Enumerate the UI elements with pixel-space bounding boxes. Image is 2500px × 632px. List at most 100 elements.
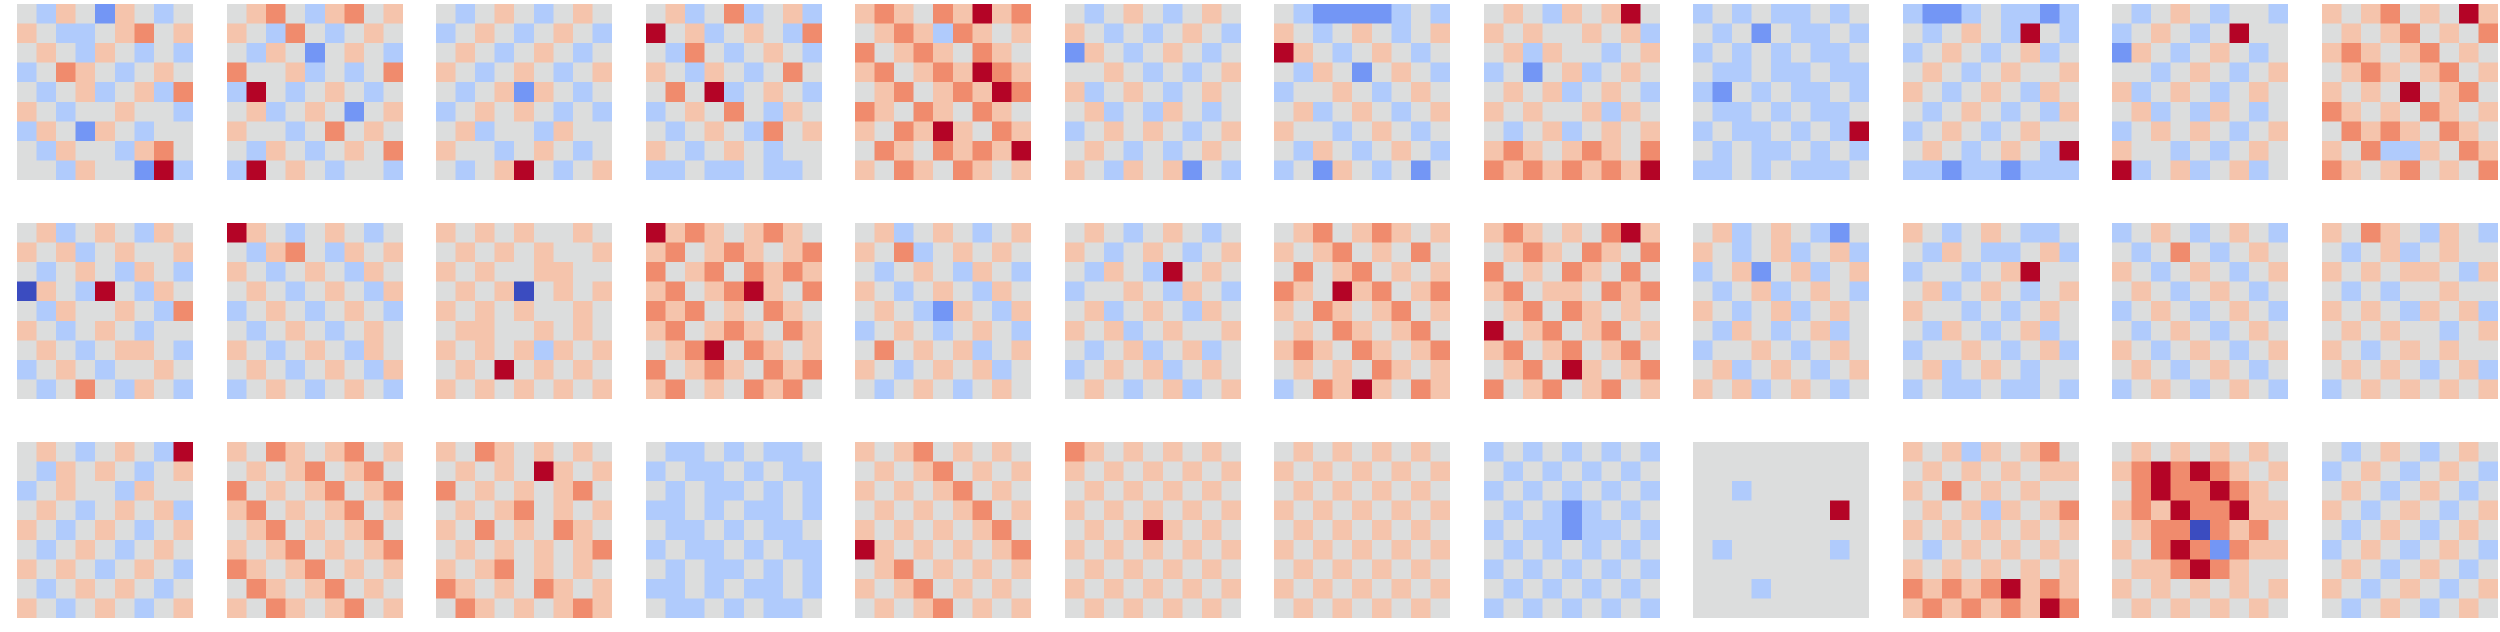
heatmap-cell (1220, 379, 1241, 399)
heatmap-cell (2112, 539, 2133, 560)
heatmap-cell (1483, 442, 1504, 463)
heatmap-cell (1162, 359, 1183, 381)
heatmap-cell (894, 340, 915, 361)
heatmap-cell (2438, 520, 2459, 541)
heatmap-cell (1483, 340, 1504, 361)
heatmap-cell (226, 320, 247, 341)
heatmap-cell (436, 461, 457, 482)
heatmap-cell (2341, 520, 2362, 541)
heatmap-cell (1790, 140, 1811, 162)
heatmap-cell (114, 340, 135, 361)
heatmap-svg (1902, 442, 2079, 618)
heatmap-cell (1352, 82, 1373, 103)
heatmap-cell (1410, 281, 1432, 302)
heatmap-cell (2190, 481, 2211, 502)
heatmap-cell (1790, 301, 1811, 322)
heatmap-cell (265, 101, 286, 122)
heatmap-cell (1712, 481, 1733, 502)
heatmap-cell (1293, 481, 1314, 502)
heatmap-cell (56, 223, 77, 244)
heatmap-cell (285, 520, 306, 541)
heatmap-cell (1313, 160, 1334, 180)
heatmap-cell (2019, 481, 2040, 502)
heatmap-cell (36, 481, 57, 502)
heatmap-cell (475, 461, 496, 482)
heatmap-cell (265, 262, 286, 283)
heatmap-cell (1561, 461, 1582, 482)
heatmap-cell (304, 481, 325, 502)
heatmap-svg (645, 4, 822, 180)
heatmap-cell (572, 242, 594, 263)
heatmap-cell (2190, 301, 2211, 322)
heatmap-cell (2268, 520, 2288, 541)
heatmap-cell (173, 340, 193, 361)
heatmap-cell (153, 500, 175, 521)
heatmap-cell (95, 520, 116, 541)
heatmap-cell (991, 121, 1013, 142)
heatmap-cell (382, 281, 403, 302)
heatmap-cell (1352, 539, 1373, 560)
heatmap-cell (2170, 578, 2191, 600)
heatmap-cell (933, 481, 954, 502)
heatmap-cell (1522, 320, 1543, 341)
heatmap-cell (645, 281, 666, 302)
heatmap-cell (1503, 379, 1524, 399)
heatmap-cell (2438, 4, 2459, 25)
heatmap-cell (933, 520, 954, 541)
heatmap-cell (723, 281, 744, 302)
heatmap-cell (304, 281, 325, 302)
heatmap-cell (1941, 559, 1962, 580)
heatmap-cell (933, 160, 954, 180)
heatmap-cell (1693, 82, 1714, 103)
heatmap-cell (114, 242, 135, 263)
heatmap-cell (56, 442, 77, 463)
heatmap-cell (1771, 223, 1792, 244)
heatmap-cell (1849, 262, 1869, 283)
heatmap-cell (684, 140, 705, 162)
heatmap-cell (324, 23, 345, 44)
heatmap-cell (1522, 23, 1543, 44)
heatmap-cell (533, 500, 554, 521)
heatmap-cell (17, 340, 38, 361)
heatmap-svg (1693, 4, 1869, 180)
heatmap-cell (1810, 598, 1831, 618)
heatmap-cell (2019, 539, 2040, 560)
heatmap-panel-r2-c2 (226, 223, 403, 399)
heatmap-cell (1201, 281, 1222, 302)
heatmap-cell (1410, 262, 1432, 283)
heatmap-cell (1922, 442, 1943, 463)
heatmap-cell (75, 242, 96, 263)
heatmap-cell (226, 62, 247, 83)
heatmap-cell (743, 301, 764, 322)
heatmap-cell (1522, 82, 1543, 103)
heatmap-cell (343, 223, 364, 244)
heatmap-cell (1064, 140, 1085, 162)
heatmap-cell (1391, 598, 1412, 618)
heatmap-cell (2209, 359, 2230, 381)
heatmap-cell (2360, 223, 2381, 244)
heatmap-cell (665, 223, 686, 244)
heatmap-cell (2477, 223, 2498, 244)
heatmap-cell (1142, 43, 1163, 64)
heatmap-cell (134, 121, 155, 142)
heatmap-cell (1693, 340, 1714, 361)
heatmap-cell (1332, 520, 1353, 541)
heatmap-cell (265, 242, 286, 263)
heatmap-cell (1639, 62, 1660, 83)
heatmap-cell (1620, 262, 1641, 283)
heatmap-cell (2170, 281, 2191, 302)
heatmap-cell (1810, 481, 1831, 502)
heatmap-cell (1293, 559, 1314, 580)
heatmap-cell (343, 500, 364, 521)
heatmap-cell (743, 160, 764, 180)
heatmap-cell (1011, 379, 1031, 399)
heatmap-cell (1274, 262, 1295, 283)
heatmap-cell (1410, 82, 1432, 103)
heatmap-cell (782, 559, 803, 580)
heatmap-svg (1483, 4, 1660, 180)
heatmap-cell (2477, 262, 2498, 283)
heatmap-cell (1790, 223, 1811, 244)
heatmap-cell (913, 340, 934, 361)
heatmap-svg (226, 4, 403, 180)
heatmap-cell (2248, 500, 2270, 521)
